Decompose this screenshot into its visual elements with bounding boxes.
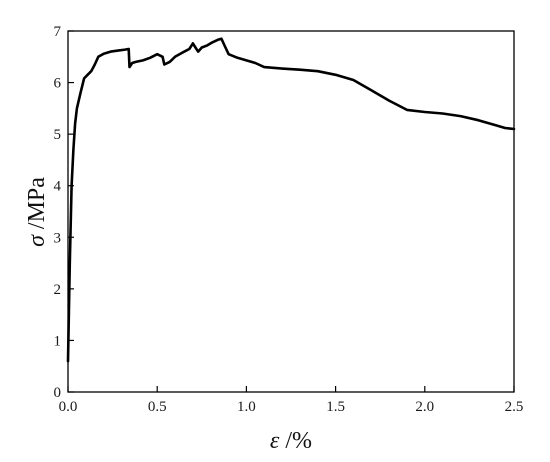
x-axis-tick-labels: 0.0 0.5 1.0 1.5 2.0 2.5 [59, 399, 524, 415]
x-axis-unit: /% [279, 428, 312, 454]
x-axis-ticks [67, 386, 515, 392]
x-tick-label: 0.0 [59, 399, 78, 415]
y-tick-label: 4 [54, 179, 62, 195]
stress-strain-curve [66, 37, 516, 363]
y-axis-symbol: σ [24, 234, 50, 247]
y-axis-tick-labels: 0 1 2 3 4 5 6 7 [54, 24, 62, 401]
x-tick-label: 2.0 [415, 399, 434, 415]
y-tick-label: 6 [54, 76, 62, 92]
x-tick-label: 2.5 [505, 399, 524, 415]
plot-frame [67, 30, 515, 393]
x-tick-label: 1.0 [237, 399, 256, 415]
x-tick-label: 1.5 [326, 399, 345, 415]
y-axis-title: σ /MPa [24, 177, 50, 247]
x-axis-title: ε /% [270, 428, 312, 454]
x-axis-symbol: ε [270, 428, 280, 454]
y-tick-label: 2 [54, 282, 62, 298]
x-tick-label: 0.5 [148, 399, 167, 415]
y-tick-label: 1 [54, 333, 62, 349]
y-tick-label: 5 [54, 127, 62, 143]
y-axis-unit: /MPa [24, 177, 50, 235]
y-tick-label: 7 [54, 24, 62, 40]
y-tick-label: 3 [54, 230, 62, 246]
y-tick-label: 0 [54, 385, 62, 401]
